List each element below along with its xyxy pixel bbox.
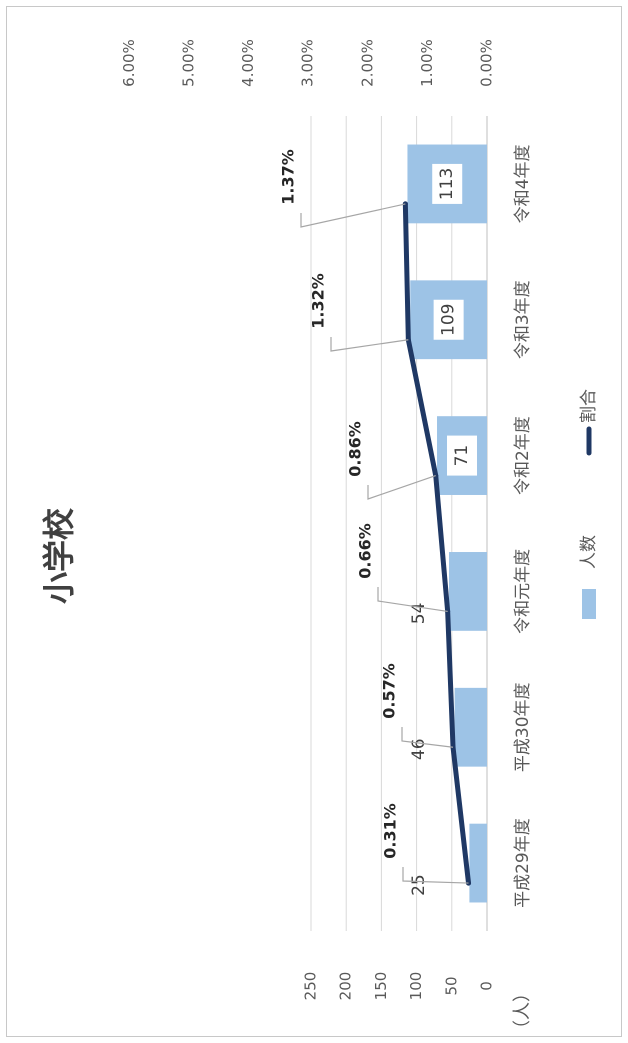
leader-line xyxy=(367,475,436,500)
right-axis-tick-label: 6.00% xyxy=(120,39,138,87)
chart-title: 小学校 xyxy=(40,508,78,604)
chart: 0 50 100 150 200 250 0.00% 1.00% 2.00% 3.00% 4.00%… xyxy=(40,39,599,1036)
left-axis-tick-label: 200 xyxy=(337,972,355,1001)
legend-label: 人数 xyxy=(579,535,599,569)
left-axis-tick-label: 50 xyxy=(442,976,460,995)
ratio-data-label: 1.32% xyxy=(309,273,328,329)
leader-line xyxy=(330,337,409,352)
ratio-line xyxy=(402,201,472,886)
legend-swatch-bars xyxy=(582,589,596,619)
bar xyxy=(448,552,487,631)
right-axis-tick-label: 5.00% xyxy=(180,39,198,87)
bar-data-label: 71 xyxy=(452,445,472,467)
category-label: 令和4年度 xyxy=(513,145,533,224)
ratio-data-label: 0.57% xyxy=(380,663,399,719)
ratio-data-label: 1.37% xyxy=(279,149,298,205)
axis-unit-label: （人） xyxy=(512,984,533,1036)
left-axis-tick-label: 100 xyxy=(407,972,425,1001)
right-axis-tick-label: 0.00% xyxy=(478,39,496,87)
bar xyxy=(469,823,487,903)
left-axis-tick-label: 0 xyxy=(478,981,496,991)
leader-line xyxy=(377,587,448,613)
leader-line xyxy=(401,727,454,748)
chart-frame: 0 50 100 150 200 250 0.00% 1.00% 2.00% 3.00% 4.00%… xyxy=(6,6,622,1037)
left-axis-tick-label: 250 xyxy=(302,972,320,1001)
bar xyxy=(454,687,487,767)
leader-line xyxy=(402,867,469,884)
legend-label: 割合 xyxy=(579,389,599,423)
bar-data-label: 113 xyxy=(437,168,457,200)
bar-label-box xyxy=(447,435,478,476)
bar-data-label: 109 xyxy=(439,304,459,336)
category-label: 平成29年度 xyxy=(513,818,533,908)
right-axis-tick-label: 2.00% xyxy=(358,39,376,87)
leader-line xyxy=(300,203,406,228)
category-label: 平成30年度 xyxy=(513,682,533,772)
bar-label-box xyxy=(432,163,463,204)
bar-label-box xyxy=(433,299,464,340)
category-label: 令和3年度 xyxy=(513,280,533,359)
ratio-data-label: 0.86% xyxy=(346,421,365,477)
left-axis-tick-label: 150 xyxy=(372,972,390,1001)
right-axis-tick-label: 3.00% xyxy=(299,39,317,87)
right-axis-tick-label: 4.00% xyxy=(239,39,257,87)
right-axis-tick-label: 1.00% xyxy=(418,39,436,87)
ratio-data-label: 0.31% xyxy=(381,803,400,859)
category-label: 令和元年度 xyxy=(513,549,533,634)
bar-data-label: 25 xyxy=(409,874,429,896)
ratio-data-label: 0.66% xyxy=(356,523,375,579)
category-label: 令和2年度 xyxy=(513,416,533,495)
